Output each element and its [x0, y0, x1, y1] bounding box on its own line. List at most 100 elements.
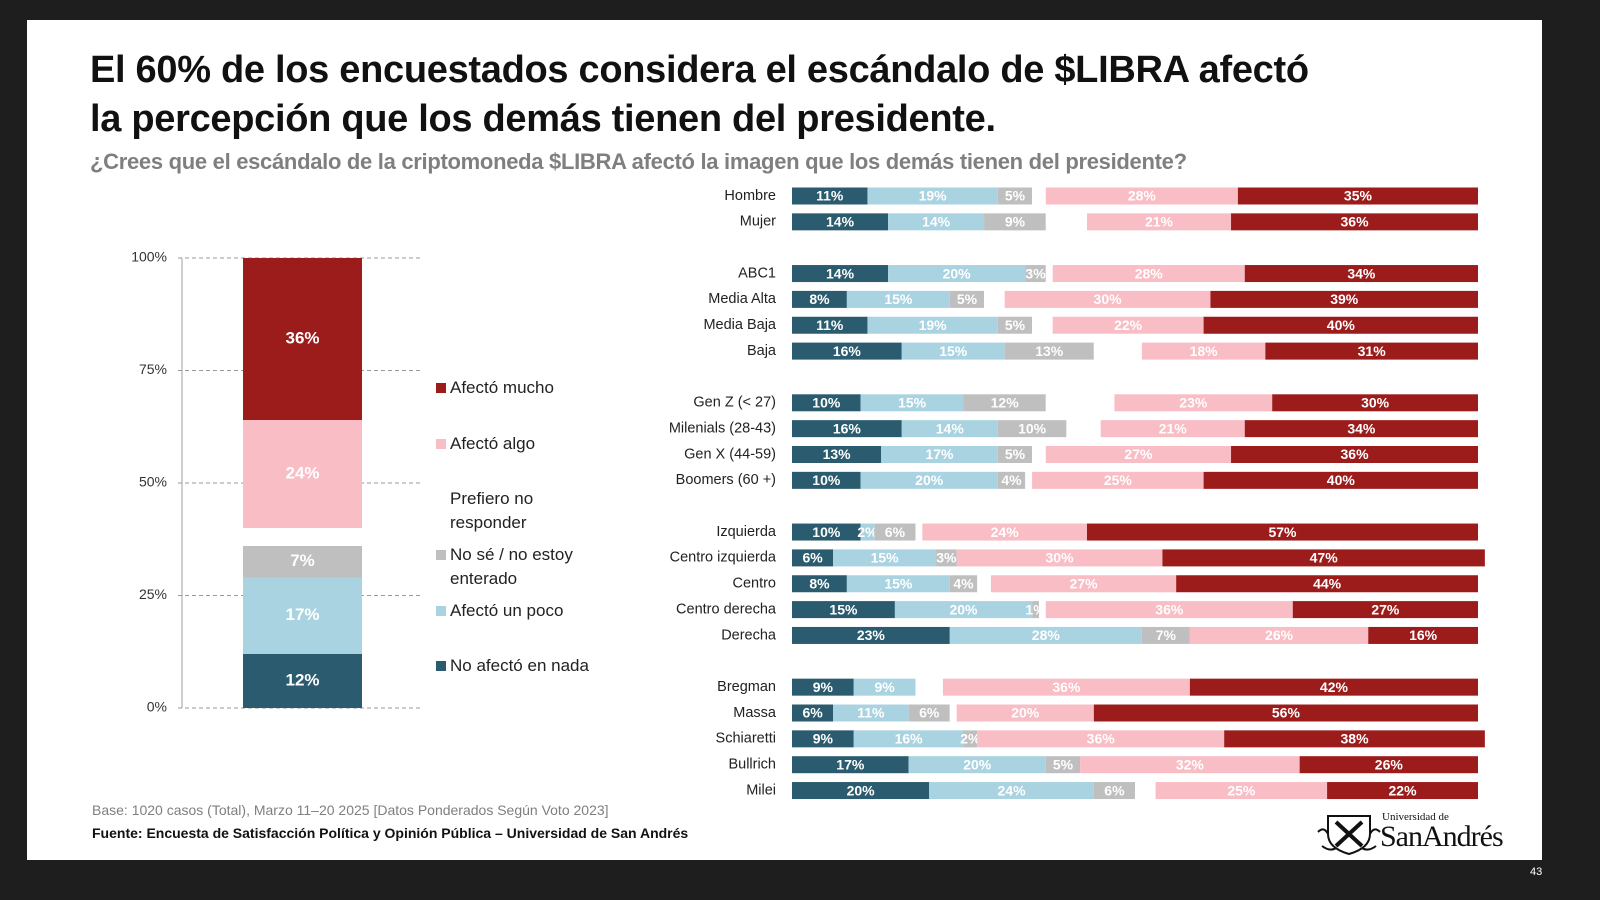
logo-text: Universidad de — [1382, 811, 1449, 823]
value-label: 47% — [1310, 550, 1339, 566]
bar-segment — [792, 575, 847, 593]
bar-segment — [1093, 782, 1135, 800]
legend-label: Afectó algo — [450, 434, 536, 453]
value-label: 19% — [919, 317, 948, 333]
bar-segment — [792, 523, 861, 541]
category-label: Gen X (44-59) — [684, 446, 776, 462]
value-label: 3% — [936, 550, 957, 566]
bar-segment — [1080, 756, 1300, 774]
value-label: 21% — [1145, 214, 1174, 230]
value-label: 40% — [1327, 472, 1356, 488]
bar-segment — [1141, 626, 1190, 644]
bar-segment — [1155, 782, 1328, 800]
y-tick-label: 0% — [147, 699, 167, 715]
value-label: 28% — [1135, 265, 1164, 281]
bar-segment — [1189, 678, 1478, 696]
value-label: 16% — [833, 343, 862, 359]
bar-segment — [243, 577, 362, 654]
value-label: 28% — [1032, 627, 1061, 643]
value-label: 22% — [1389, 782, 1418, 798]
bar-segment — [963, 730, 978, 748]
value-label: 27% — [1070, 575, 1099, 591]
category-label: Baja — [747, 343, 777, 359]
value-label: 10% — [812, 524, 841, 540]
value-label: 14% — [826, 214, 855, 230]
y-tick-label: 75% — [139, 361, 167, 377]
value-label: 31% — [1358, 343, 1387, 359]
bar-segment — [1244, 420, 1478, 438]
value-label: 7% — [290, 551, 315, 570]
bar-segment — [977, 575, 991, 593]
legend-swatch — [436, 439, 446, 449]
value-label: 8% — [809, 575, 830, 591]
bar-segment — [1052, 265, 1245, 283]
bar-segment — [901, 342, 1005, 360]
bar-segment — [792, 394, 861, 412]
bar-segment — [956, 549, 1163, 567]
subtitle: ¿Crees que el escándalo de la criptomone… — [90, 149, 1187, 174]
bar-segment — [792, 756, 909, 774]
value-label: 2% — [857, 524, 878, 540]
value-label: 5% — [957, 291, 978, 307]
value-label: 36% — [1087, 731, 1116, 747]
value-label: 26% — [1265, 627, 1294, 643]
value-label: 23% — [1179, 395, 1208, 411]
category-label: Boomers (60 +) — [676, 472, 776, 488]
bar-segment — [949, 704, 957, 722]
category-label: Derecha — [721, 627, 777, 643]
value-label: 11% — [816, 188, 844, 204]
value-label: 14% — [922, 214, 951, 230]
bar-segment — [833, 549, 937, 567]
value-label: 15% — [829, 601, 858, 617]
value-label: 11% — [816, 317, 844, 333]
bar-segment — [1025, 471, 1033, 489]
bar-segment — [1203, 471, 1478, 489]
bar-segment — [792, 626, 950, 644]
value-label: 25% — [1227, 782, 1256, 798]
bar-segment — [915, 678, 943, 696]
value-label: 10% — [812, 472, 841, 488]
bar-segment — [1100, 420, 1245, 438]
value-label: 32% — [1176, 756, 1205, 772]
bar-segment — [792, 265, 889, 283]
value-label: 34% — [1347, 265, 1376, 281]
legend-label: Prefiero no responder — [450, 489, 534, 532]
bar-segment — [1032, 187, 1046, 205]
value-label: 4% — [953, 575, 974, 591]
legend-swatch — [436, 494, 446, 504]
bar-segment — [243, 546, 362, 578]
bar-segment — [949, 575, 978, 593]
bar-segment — [860, 394, 964, 412]
category-label: Centro izquierda — [670, 550, 777, 566]
bar-segment — [1231, 213, 1478, 231]
category-label: Milenials (28-43) — [669, 420, 776, 436]
bar-segment — [936, 549, 957, 567]
bar-segment — [1086, 213, 1232, 231]
bar-segment — [1066, 420, 1101, 438]
bar-segment — [1045, 394, 1115, 412]
category-label: Centro — [732, 576, 776, 592]
bar-segment — [853, 678, 916, 696]
value-label: 24% — [998, 782, 1027, 798]
bar-segment — [1176, 575, 1478, 593]
legend-label: Afectó mucho — [450, 378, 554, 397]
value-label: 12% — [285, 670, 319, 689]
bar-segment — [997, 446, 1033, 463]
legend-label: Afectó un poco — [450, 601, 564, 620]
bar-segment — [792, 342, 902, 360]
bar-segment — [922, 523, 1087, 541]
bar-segment — [1141, 342, 1266, 360]
bar-segment — [1231, 446, 1478, 463]
y-tick-label: 100% — [131, 249, 167, 265]
value-label: 17% — [285, 605, 319, 624]
bar-segment — [1368, 626, 1478, 644]
bar-segment — [792, 290, 847, 308]
value-label: 20% — [949, 601, 978, 617]
value-label: 57% — [1268, 524, 1297, 540]
value-label: 28% — [1128, 188, 1157, 204]
value-label: 23% — [857, 627, 886, 643]
bar-segment — [908, 704, 950, 722]
bar-segment — [888, 265, 1026, 283]
bar-segment — [792, 704, 834, 722]
bar-segment — [792, 187, 868, 205]
